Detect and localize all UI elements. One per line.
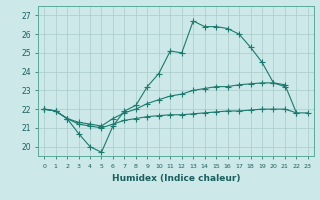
X-axis label: Humidex (Indice chaleur): Humidex (Indice chaleur) (112, 174, 240, 183)
